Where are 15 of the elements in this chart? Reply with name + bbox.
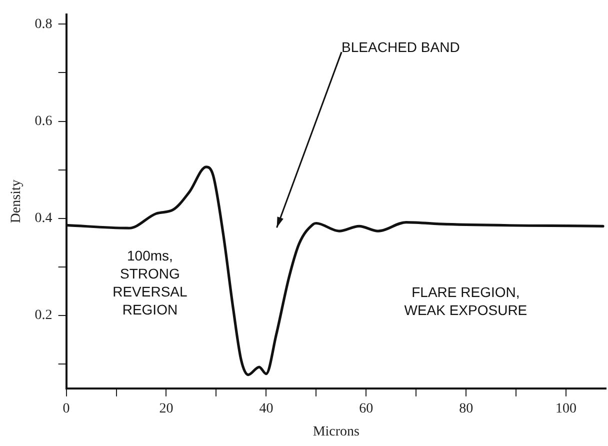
y-tick-label: 0.8: [34, 16, 52, 32]
x-tick-label: 0: [62, 401, 70, 416]
y-tick-label: 0.4: [34, 211, 52, 226]
annotation: FLARE REGION, WEAK EXPOSURE: [404, 284, 528, 318]
x-tick-label: 60: [359, 401, 374, 416]
x-axis-title: Microns: [312, 424, 360, 440]
y-axis-title: Density: [9, 180, 24, 224]
x-tick-label: 20: [159, 401, 174, 416]
y-tick-label: 0.2: [34, 308, 52, 324]
x-tick-label: 40: [259, 401, 274, 416]
x-tick-label: 80: [459, 401, 474, 416]
annotation: 100ms, STRONG REVERSAL REGION: [112, 248, 188, 318]
x-tick-label: 100: [556, 401, 577, 416]
y-tick-label: 0.6: [34, 114, 52, 129]
annotation: BLEACHED BAND: [342, 38, 460, 55]
